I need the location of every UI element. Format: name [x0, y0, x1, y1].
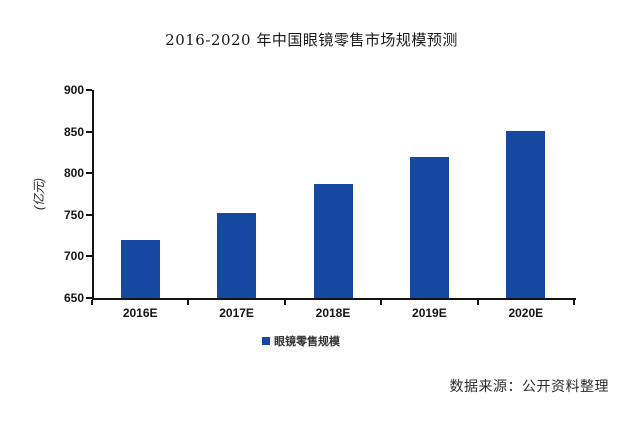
x-axis-label-2019E: 2019E [412, 306, 447, 320]
bar-2018E [313, 184, 353, 298]
bar-2016E [120, 239, 160, 298]
x-axis-tick-mark [380, 300, 383, 305]
y-axis-tick-label: 900 [63, 83, 84, 97]
x-axis-tick-mark [283, 300, 286, 305]
x-axis-tick-mark [187, 300, 190, 305]
legend: 眼镜零售规模 [60, 333, 542, 349]
bar-2017E [217, 213, 257, 298]
x-axis-label-2020E: 2020E [508, 306, 544, 320]
y-axis-title: (亿元) [32, 178, 46, 210]
y-axis-tick-mark [86, 297, 92, 299]
x-axis-label-2016E: 2016E [122, 306, 158, 320]
y-axis-tick-label: 800 [63, 166, 84, 181]
legend-label: 眼镜零售规模 [274, 336, 340, 348]
y-axis-tick-mark [86, 213, 92, 216]
bar-2020E [506, 130, 546, 298]
plot-area [92, 90, 576, 300]
x-axis-label-2017E: 2017E [219, 306, 254, 320]
y-axis-tick-label: 650 [63, 291, 84, 305]
y-axis-tick-label: 850 [63, 124, 84, 139]
source-note: 数据来源：公开资料整理 [449, 379, 609, 395]
bar-2019E [409, 157, 449, 298]
chart-title: 2016-2020 年中国眼镜零售市场规模预测 [165, 31, 458, 49]
x-axis-tick-mark [476, 300, 479, 305]
x-axis-tick-mark [91, 300, 93, 305]
y-axis-tick-mark [86, 130, 92, 133]
x-axis-label-2018E: 2018E [315, 306, 351, 320]
y-axis-tick-label: 700 [63, 249, 84, 264]
y-axis-tick-label: 750 [63, 207, 84, 222]
x-axis-tick-mark [573, 300, 575, 305]
legend-swatch-icon [262, 337, 270, 345]
y-axis-tick-mark [86, 172, 92, 175]
y-axis-tick-mark [86, 255, 92, 258]
y-axis-tick-mark [86, 89, 92, 91]
